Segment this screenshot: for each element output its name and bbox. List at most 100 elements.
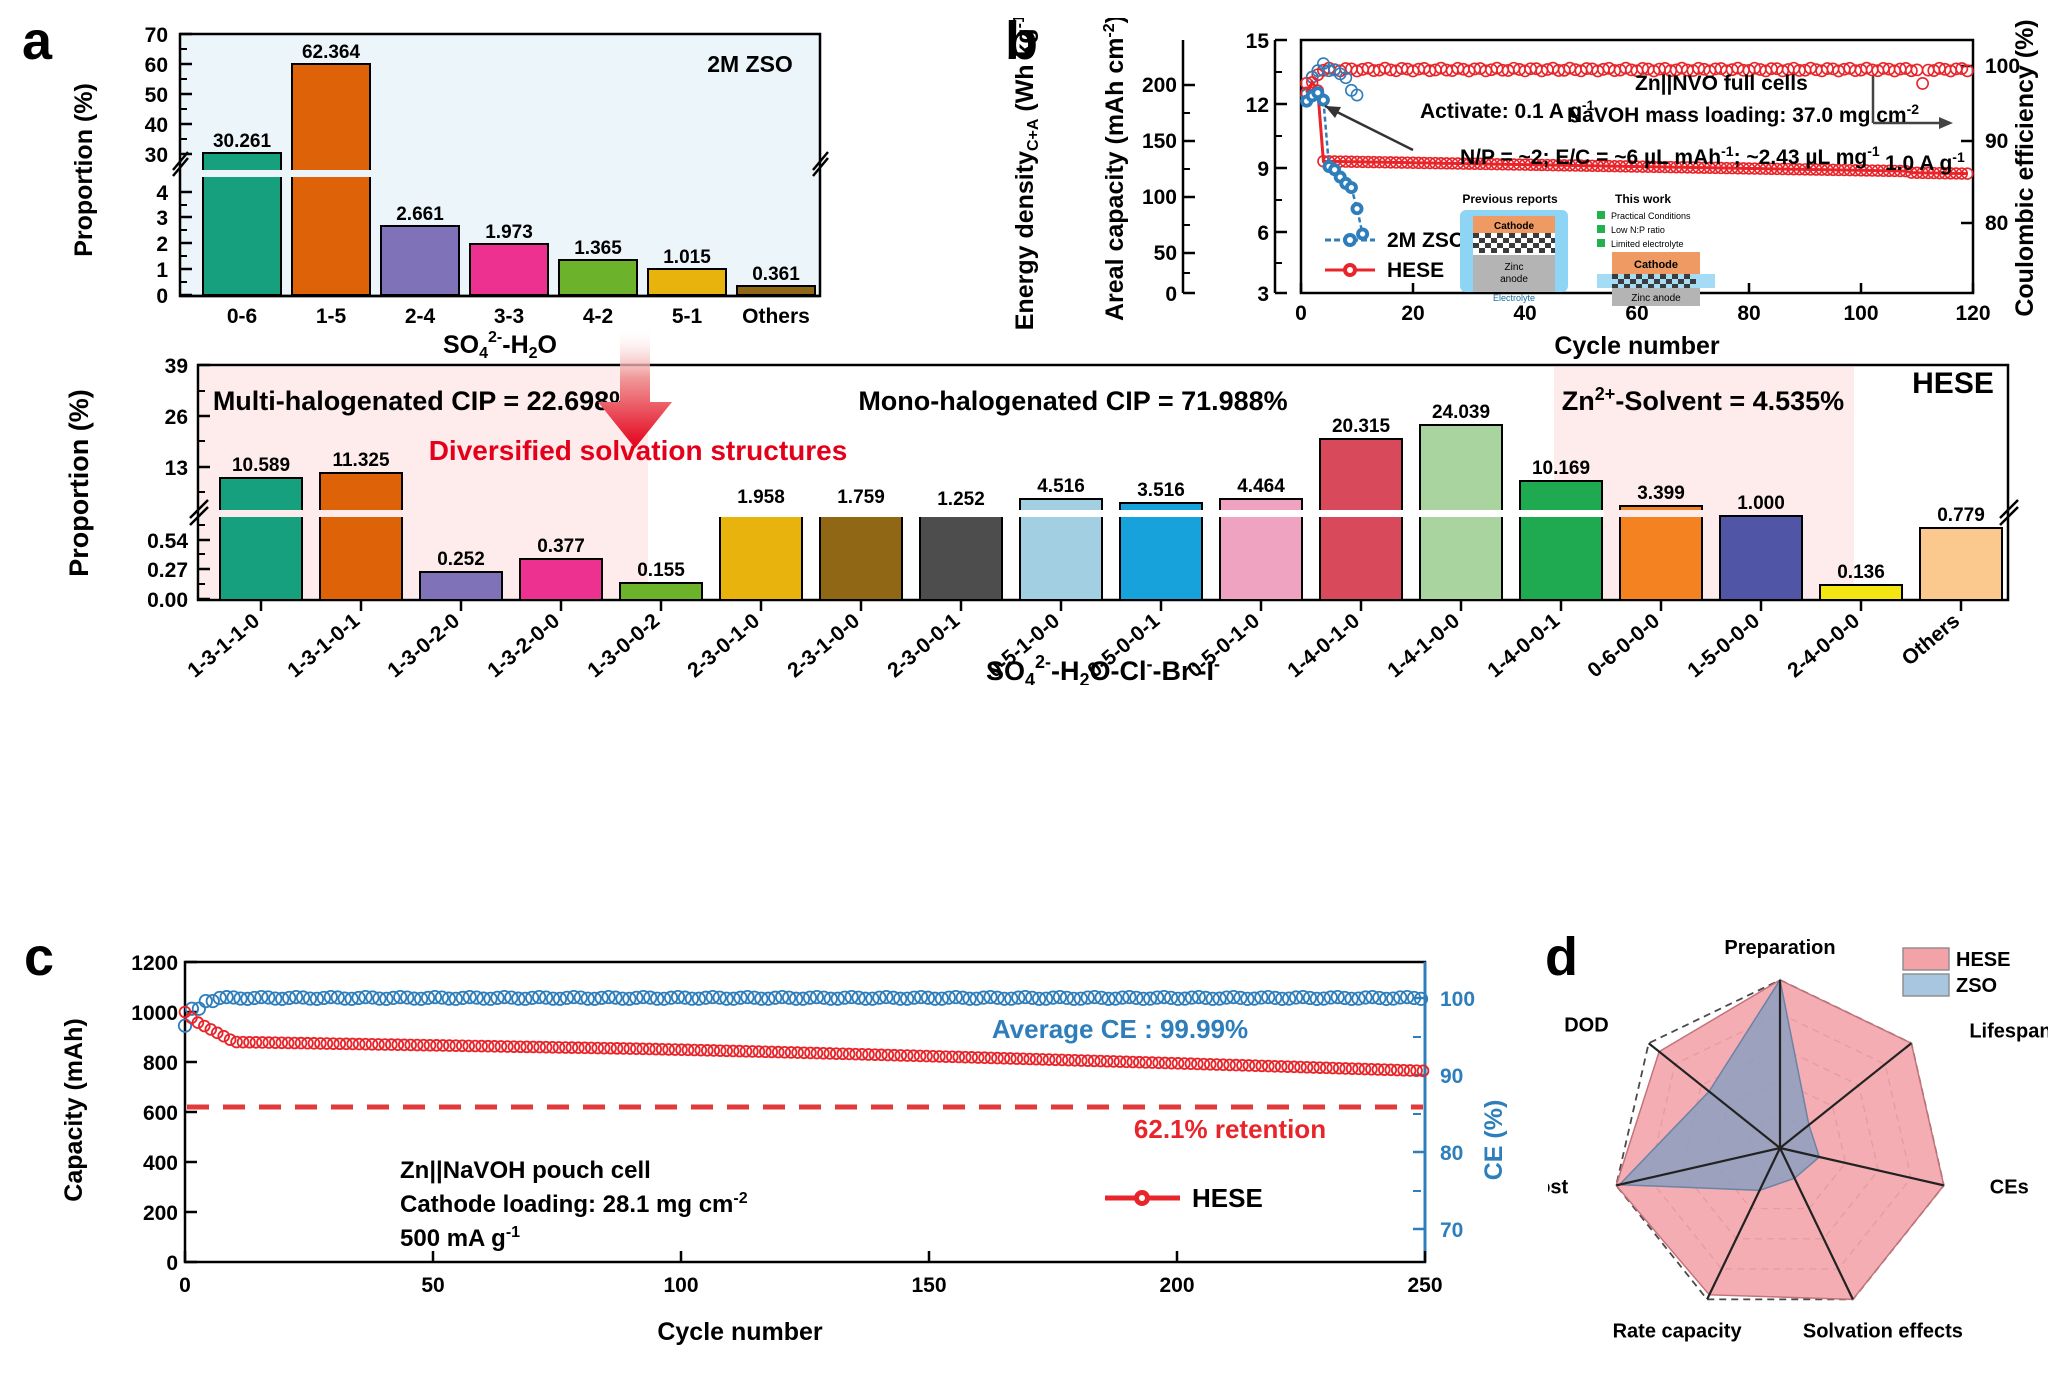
inset-bullet-2: Low N:P ratio <box>1611 225 1665 235</box>
svg-text:40: 40 <box>1513 302 1536 325</box>
panel-c-annot2: Cathode loading: 28.1 mg cm-2 <box>400 1190 748 1218</box>
panel-b-loading-label: NaVOH mass loading: 37.0 mg cm-2 <box>1567 101 1919 127</box>
inset-bullet-list: Practical Conditions Low N:P ratio Limit… <box>1597 211 1691 249</box>
panel-b-inset: Previous reports Cathode Zinc anode Elec… <box>1460 192 1715 306</box>
inset-left-zinc-label1: Zinc <box>1505 262 1524 273</box>
panel-d-axis-label-cost: Cost <box>1548 1176 1569 1198</box>
xtick-m-14: 1-4-0-0-1 <box>1483 609 1564 682</box>
svg-text:0: 0 <box>156 285 168 308</box>
xtick-m-5: 1-3-0-0-2 <box>583 609 664 682</box>
svg-text:120: 120 <box>1955 302 1990 325</box>
panel-c-legend-label: HESE <box>1192 1183 1263 1213</box>
inset-bullet-1: Practical Conditions <box>1611 211 1691 221</box>
bar-label-2: 11.325 <box>332 450 389 471</box>
bar-1-3-2-0-0 <box>519 558 603 601</box>
panel-c-xlabel: Cycle number <box>657 1318 823 1346</box>
svg-text:0.27: 0.27 <box>147 559 188 582</box>
inset-electrolyte-label: Electrolyte <box>1493 293 1535 303</box>
check-icon-3 <box>1597 239 1605 247</box>
bar-label-4: 0.377 <box>537 536 585 557</box>
xtick-0-6: 0-6 <box>227 305 257 328</box>
bar-break-11 <box>1218 510 1304 517</box>
panel-c-annot1: Zn||NaVOH pouch cell <box>400 1157 651 1184</box>
inset-right-cathode-box <box>1612 252 1700 276</box>
bar-label-17: 0.136 <box>1837 562 1885 583</box>
bar-label-1: 10.589 <box>232 455 290 476</box>
bar-label-10: 3.516 <box>1137 480 1185 501</box>
svg-text:40: 40 <box>145 114 168 137</box>
svg-text:150: 150 <box>911 1274 946 1297</box>
svg-text:100: 100 <box>1440 988 1475 1011</box>
panel-c-letter: c <box>24 927 55 987</box>
bar-1-5-0-0-0 <box>1719 515 1803 601</box>
bar-1-4-0-0-1 <box>1519 480 1603 601</box>
inset-right-zinc-box <box>1612 288 1700 306</box>
panel-b-letter: b <box>1005 11 1038 71</box>
panel-mid-corner-label: HESE <box>1912 367 1994 400</box>
bar-others <box>736 285 816 296</box>
svg-text:0: 0 <box>1165 283 1177 306</box>
panel-b-legend-label-hese: HESE <box>1387 259 1444 282</box>
svg-text:800: 800 <box>143 1052 178 1075</box>
bar-1-3-0-2-0 <box>419 571 503 601</box>
svg-text:100: 100 <box>1142 186 1177 209</box>
svg-text:3: 3 <box>1257 283 1269 306</box>
check-icon-1 <box>1597 211 1605 219</box>
bar-label-5-1: 1.015 <box>663 247 711 268</box>
svg-text:90: 90 <box>1440 1065 1463 1088</box>
panel-b-activate-arrow-icon <box>1324 104 1414 152</box>
bar-2-3-1-0-0 <box>819 514 903 601</box>
panel-a-letter: a <box>22 11 53 71</box>
svg-text:60: 60 <box>145 54 168 77</box>
bar-break-1-5 <box>290 170 372 177</box>
svg-text:1000: 1000 <box>131 1002 178 1025</box>
svg-text:1200: 1200 <box>131 952 178 975</box>
bar-label-12: 20.315 <box>1332 416 1391 437</box>
bar-label-9: 4.516 <box>1037 476 1085 497</box>
svg-text:400: 400 <box>143 1152 178 1175</box>
bar-1-3-0-0-2 <box>619 582 703 601</box>
bar-label-7: 1.759 <box>837 487 885 508</box>
panel-d-axis-label-ces: CEs <box>1990 1176 2029 1198</box>
panel-c-ce-series <box>177 989 1429 1033</box>
svg-text:0: 0 <box>179 1274 191 1297</box>
panel-b-np-label: N/P = ~2; E/C = ~6 µL mAh-1; ~2.43 µL mg… <box>1460 143 1880 169</box>
xtick-m-2: 1-3-1-0-1 <box>283 609 364 682</box>
svg-text:100: 100 <box>1843 302 1878 325</box>
bar-break-8 <box>918 510 1004 517</box>
xtick-m-6: 2-3-0-1-0 <box>683 609 764 682</box>
xtick-m-18: Others <box>1898 609 1965 670</box>
panel-c-xticks: 0 50 100 150 200 250 <box>179 1251 1443 1297</box>
bar-0-6-0-0-0 <box>1619 505 1703 601</box>
inset-left-zinc-label2: anode <box>1500 274 1528 285</box>
inset-thiswork-title: This work <box>1615 192 1671 206</box>
panel-c-chart: 1200 1000 800 600 400 200 0 100 90 80 70… <box>60 952 1508 1346</box>
svg-text:150: 150 <box>1142 130 1177 153</box>
svg-text:60: 60 <box>1625 302 1648 325</box>
panel-c-ylabel-right: CE (%) <box>1480 1100 1508 1181</box>
bar-4-2 <box>558 259 638 296</box>
bar-label-13: 24.039 <box>1432 402 1490 423</box>
panel-a-xticks: 0-6 1-5 2-4 3-3 4-2 5-1 Others <box>227 305 810 328</box>
svg-text:4: 4 <box>156 182 168 205</box>
svg-text:20: 20 <box>1401 302 1424 325</box>
bar-label-0-6: 30.261 <box>213 131 272 152</box>
bar-label-6: 1.958 <box>737 487 785 508</box>
bar-break-15 <box>1618 510 1704 517</box>
panel-b-xticks: 0 20 40 60 80 100 120 <box>1295 283 1991 325</box>
bar-0-5-0-0-1 <box>1119 502 1203 601</box>
panel-d-chart: Preparation Lifespan CEs Solvation effects R… <box>1548 937 2048 1342</box>
bar-2-4 <box>380 225 460 296</box>
panel-b-ylabel-right: Coulombic efficiency (%) <box>2011 19 2039 316</box>
bar-2-3-0-1-0 <box>719 513 803 601</box>
bar-break-2 <box>318 510 404 517</box>
bar-label-8: 1.252 <box>937 489 985 510</box>
inset-right-cathode-label: Cathode <box>1634 259 1678 271</box>
svg-text:0.54: 0.54 <box>147 530 188 553</box>
panel-b-legend: 2M ZSO HESE <box>1325 229 1465 282</box>
legend-swatch-hese <box>1902 947 1950 971</box>
panel-mid-axis-break-right <box>1999 499 2019 526</box>
panel-b-xlabel: Cycle number <box>1554 332 1720 360</box>
svg-text:100: 100 <box>663 1274 698 1297</box>
bar-label-14: 10.169 <box>1532 458 1590 479</box>
